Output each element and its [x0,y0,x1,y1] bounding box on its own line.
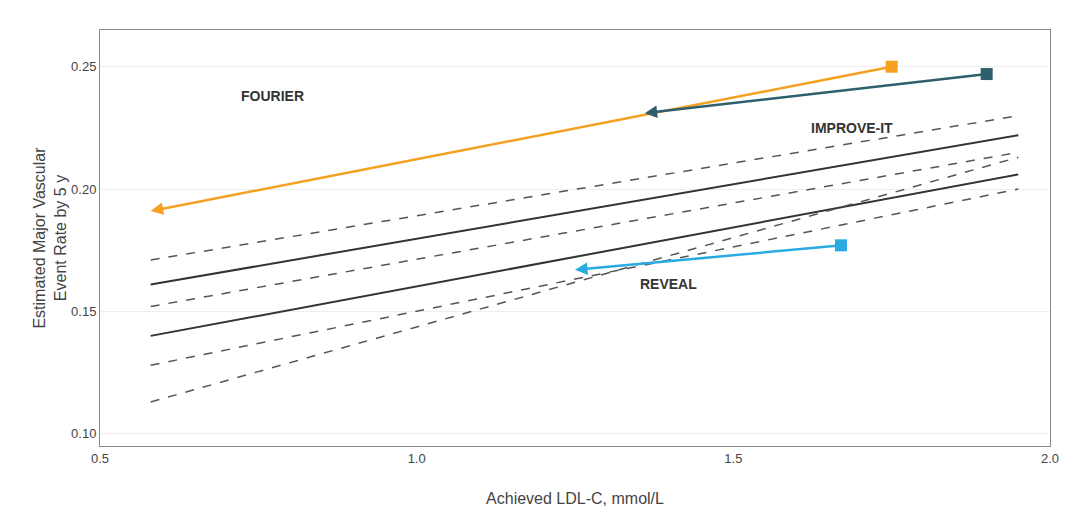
svg-text:0.5: 0.5 [91,451,109,466]
svg-text:0.10: 0.10 [71,426,96,441]
svg-text:2.0: 2.0 [1041,451,1059,466]
svg-text:IMPROVE-IT: IMPROVE-IT [811,120,893,136]
svg-text:0.20: 0.20 [71,182,96,197]
svg-text:Estimated Major VascularEvent: Estimated Major VascularEvent Rate by 5 … [31,147,69,329]
svg-text:1.5: 1.5 [724,451,742,466]
svg-text:REVEAL: REVEAL [640,276,697,292]
svg-text:0.15: 0.15 [71,304,96,319]
svg-text:Achieved LDL-C, mmol/L: Achieved LDL-C, mmol/L [486,490,664,507]
svg-text:0.25: 0.25 [71,59,96,74]
svg-text:FOURIER: FOURIER [241,88,304,104]
svg-text:1.0: 1.0 [408,451,426,466]
